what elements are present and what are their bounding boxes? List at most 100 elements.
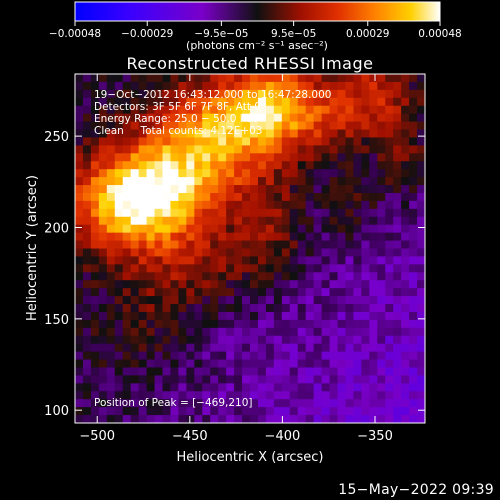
heatmap-cell <box>234 145 243 154</box>
heatmap-cell <box>210 327 219 337</box>
heatmap-cell <box>329 335 339 345</box>
heatmap-cell <box>329 192 339 202</box>
heatmap-cell <box>242 232 251 242</box>
heatmap-cell <box>313 304 323 313</box>
heatmap-cell <box>361 351 370 361</box>
heatmap-cell <box>226 74 235 83</box>
heatmap-cell <box>106 81 116 91</box>
heatmap-cell <box>289 145 299 154</box>
heatmap-cell <box>297 185 307 194</box>
heatmap-cell <box>202 311 211 321</box>
heatmap-cell <box>337 232 347 242</box>
heatmap-cell <box>122 81 132 91</box>
heatmap-cell <box>178 327 187 337</box>
heatmap-cell <box>210 145 219 154</box>
heatmap-cell <box>106 121 116 131</box>
heatmap-cell <box>138 113 148 123</box>
heatmap-cell <box>226 185 235 194</box>
heatmap-cell <box>289 375 299 384</box>
heatmap-cell <box>122 288 132 297</box>
heatmap-cell <box>289 232 299 242</box>
heatmap-cell <box>305 105 315 115</box>
heatmap-cell <box>297 192 307 202</box>
heatmap-cell <box>361 200 370 210</box>
heatmap-cell <box>114 359 124 369</box>
heatmap-cell <box>345 296 354 305</box>
heatmap-cell <box>401 240 410 250</box>
heatmap-cell <box>114 192 124 202</box>
heatmap-cell <box>242 415 251 423</box>
heatmap-cell <box>170 319 179 329</box>
heatmap-cell <box>385 319 394 329</box>
heatmap-cell <box>281 280 291 289</box>
heatmap-cell <box>146 415 156 423</box>
heatmap-cell <box>265 192 275 202</box>
heatmap-cell <box>162 145 172 154</box>
heatmap-cell <box>257 399 267 408</box>
heatmap-cell <box>377 311 386 321</box>
heatmap-cell <box>393 169 402 178</box>
heatmap-cell <box>130 272 140 281</box>
heatmap-cell <box>361 311 370 321</box>
heatmap-cell <box>154 391 164 400</box>
heatmap-cell <box>90 272 100 281</box>
heatmap-cell <box>98 113 108 123</box>
heatmap-cell <box>265 89 275 99</box>
heatmap-cell <box>202 169 211 178</box>
heatmap-cell <box>377 375 386 384</box>
heatmap-cell <box>377 359 386 369</box>
heatmap-cell <box>409 311 418 321</box>
heatmap-cell <box>178 359 187 369</box>
heatmap-cell <box>289 137 299 146</box>
x-axis: −500 −450 −400 −350 <box>79 74 393 444</box>
heatmap-cell <box>218 81 227 91</box>
heatmap-cell <box>178 216 187 226</box>
heatmap-cell <box>401 343 410 353</box>
heatmap-cell <box>417 351 425 361</box>
heatmap-cell <box>345 280 354 289</box>
heatmap-cell <box>90 335 100 345</box>
heatmap-cell <box>114 327 124 337</box>
heatmap-cell <box>281 264 291 273</box>
heatmap-cell <box>385 280 394 289</box>
heatmap-cell <box>122 185 132 194</box>
heatmap-cell <box>138 240 148 250</box>
heatmap-cell <box>417 224 425 234</box>
heatmap-cell <box>90 240 100 250</box>
heatmap-cell <box>377 224 386 234</box>
heatmap-cell <box>337 319 347 329</box>
heatmap-cell <box>265 97 275 107</box>
heatmap-cell <box>186 161 195 170</box>
heatmap-cell <box>281 161 291 170</box>
heatmap-cell <box>417 74 425 83</box>
heatmap-cell <box>162 288 172 297</box>
heatmap-cell <box>154 232 164 242</box>
heatmap-cell <box>393 248 402 258</box>
heatmap-cell <box>353 200 362 210</box>
heatmap-cell <box>75 351 84 361</box>
heatmap-cell <box>361 367 370 377</box>
heatmap-cell <box>154 169 164 178</box>
heatmap-cell <box>146 153 156 162</box>
heatmap-cell <box>265 367 275 377</box>
heatmap-cell <box>170 145 179 154</box>
heatmap-cell <box>162 74 172 83</box>
heatmap-cell <box>385 256 394 265</box>
heatmap-cell <box>409 129 418 139</box>
heatmap-cell <box>345 256 354 265</box>
heatmap-cell <box>377 177 386 186</box>
heatmap-cell <box>417 81 425 91</box>
heatmap-cell <box>202 375 211 384</box>
heatmap-cell <box>146 359 156 369</box>
heatmap-cell <box>297 264 307 273</box>
heatmap-cell <box>90 280 100 289</box>
heatmap-cell <box>257 232 267 242</box>
heatmap-cell <box>385 351 394 361</box>
heatmap-cell <box>377 81 386 91</box>
heatmap-cell <box>202 335 211 345</box>
heatmap-cell <box>305 264 315 273</box>
heatmap-cell <box>321 185 331 194</box>
heatmap-cell <box>417 121 425 131</box>
heatmap-cell <box>281 367 291 377</box>
heatmap-cell <box>401 113 410 123</box>
